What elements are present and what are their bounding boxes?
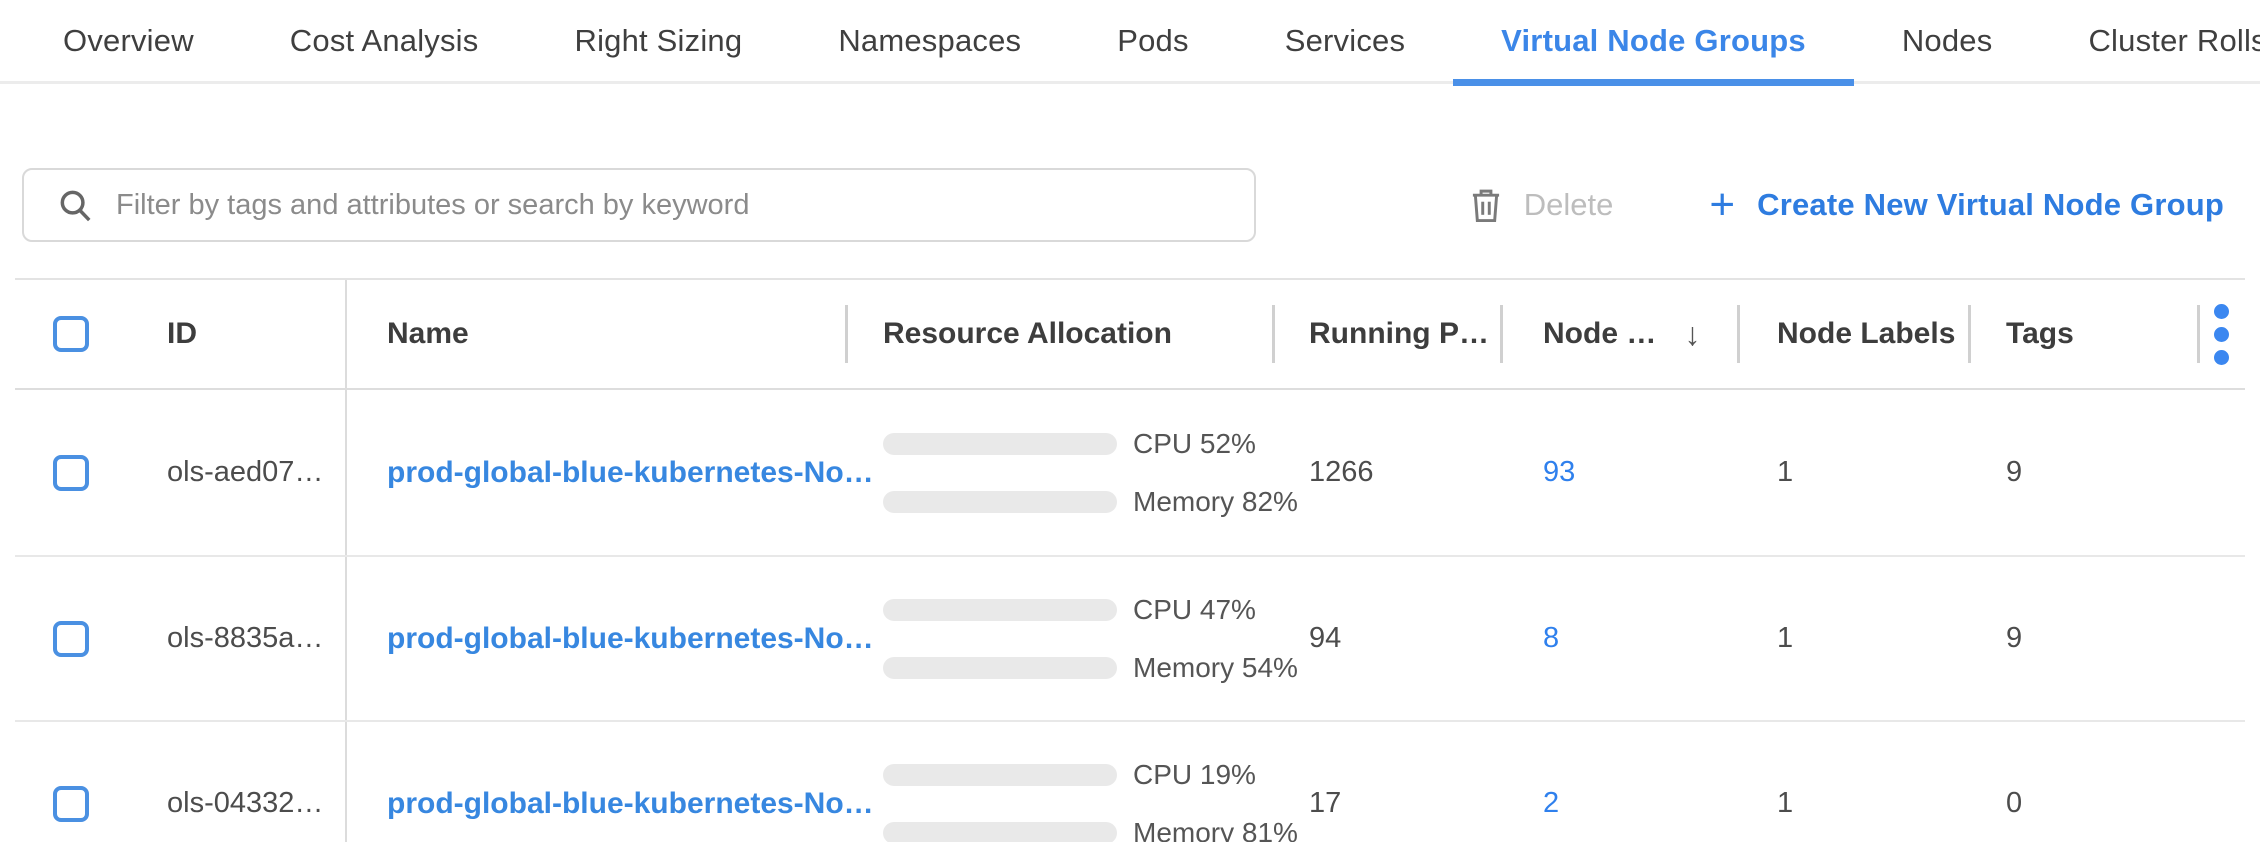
- header-menu-cell: [2197, 280, 2245, 388]
- row-name-link[interactable]: prod-global-blue-kubernetes-No…: [387, 455, 874, 489]
- tab-virtual-node-groups[interactable]: Virtual Node Groups: [1453, 0, 1854, 86]
- row-id: ols-04332…: [167, 787, 324, 819]
- tab-overview[interactable]: Overview: [15, 0, 242, 83]
- node-labels-value: 1: [1777, 787, 1794, 819]
- row-name-link[interactable]: prod-global-blue-kubernetes-No…: [387, 621, 874, 655]
- tab-label: Nodes: [1901, 22, 1993, 58]
- tab-label: Cluster Rolls: [2088, 22, 2260, 58]
- cpu-label: CPU 52%: [1133, 427, 1256, 459]
- col-node-labels[interactable]: Node Labels: [1737, 280, 1968, 388]
- resource-allocation: CPU 52% Memory 82%: [883, 428, 1298, 518]
- col-name[interactable]: Name: [345, 280, 845, 388]
- toolbar-actions: Delete + Create New Virtual Node Group: [1468, 183, 2238, 227]
- header-select-cell: ID: [15, 280, 345, 388]
- nodes-count-link[interactable]: 8: [1543, 622, 1560, 654]
- cpu-label: CPU 47%: [1133, 593, 1256, 625]
- memory-label: Memory 81%: [1133, 816, 1298, 842]
- memory-label: Memory 54%: [1133, 651, 1298, 683]
- tab-label: Namespaces: [838, 22, 1022, 58]
- row-name-link[interactable]: prod-global-blue-kubernetes-No…: [387, 786, 874, 820]
- col-resource-allocation[interactable]: Resource Allocation: [845, 280, 1272, 388]
- row-id: ols-aed07…: [167, 456, 324, 488]
- filter-input[interactable]: [22, 168, 1256, 242]
- col-nodes[interactable]: Node … ↓: [1500, 280, 1737, 388]
- tab-label: Services: [1284, 22, 1406, 58]
- cpu-label: CPU 19%: [1133, 758, 1256, 790]
- nodes-count-link[interactable]: 2: [1543, 787, 1560, 819]
- tab-label: Pods: [1117, 22, 1189, 58]
- tab-pods[interactable]: Pods: [1069, 0, 1236, 83]
- running-pods-value: 94: [1309, 622, 1342, 654]
- row-checkbox[interactable]: [53, 785, 89, 822]
- resource-allocation: CPU 47% Memory 54%: [883, 594, 1298, 684]
- memory-bar: [883, 821, 1117, 842]
- table-header: ID Name Resource Allocation Running P… N…: [15, 278, 2245, 390]
- vng-table: ID Name Resource Allocation Running P… N…: [15, 278, 2245, 842]
- create-vng-button[interactable]: + Create New Virtual Node Group: [1709, 183, 2224, 227]
- memory-label: Memory 82%: [1133, 485, 1298, 517]
- col-id[interactable]: ID: [167, 317, 197, 350]
- tab-right-sizing[interactable]: Right Sizing: [526, 0, 790, 83]
- row-checkbox[interactable]: [53, 620, 89, 657]
- row-id: ols-8835a…: [167, 622, 324, 654]
- tab-label: Right Sizing: [574, 22, 743, 58]
- tab-label: Cost Analysis: [289, 22, 479, 58]
- delete-button[interactable]: Delete: [1468, 185, 1614, 225]
- memory-bar: [883, 490, 1117, 513]
- trash-icon: [1468, 185, 1504, 225]
- node-labels-value: 1: [1777, 622, 1794, 654]
- running-pods-value: 17: [1309, 787, 1342, 819]
- running-pods-value: 1266: [1309, 456, 1374, 488]
- select-all-checkbox[interactable]: [53, 316, 89, 352]
- col-running-pods[interactable]: Running P…: [1272, 280, 1500, 388]
- tab-label: Overview: [63, 22, 194, 58]
- tags-value: 9: [2006, 456, 2023, 488]
- sort-desc-icon[interactable]: ↓: [1684, 315, 1701, 352]
- search-icon: [56, 186, 94, 224]
- table-body: ols-aed07… prod-global-blue-kubernetes-N…: [15, 390, 2245, 842]
- tab-namespaces[interactable]: Namespaces: [790, 0, 1069, 83]
- table-row: ols-04332… prod-global-blue-kubernetes-N…: [15, 720, 2245, 842]
- row-checkbox[interactable]: [53, 454, 89, 491]
- table-row: ols-aed07… prod-global-blue-kubernetes-N…: [15, 390, 2245, 555]
- tab-cost-analysis[interactable]: Cost Analysis: [242, 0, 527, 83]
- cpu-bar: [883, 598, 1117, 621]
- node-labels-value: 1: [1777, 456, 1794, 488]
- cpu-bar: [883, 432, 1117, 455]
- delete-label: Delete: [1523, 187, 1614, 222]
- tab-services[interactable]: Services: [1237, 0, 1453, 83]
- toolbar: Delete + Create New Virtual Node Group: [0, 168, 2260, 242]
- create-vng-label: Create New Virtual Node Group: [1757, 187, 2224, 222]
- tags-value: 0: [2006, 787, 2023, 819]
- col-tags[interactable]: Tags: [1968, 280, 2197, 388]
- tab-bar: Overview Cost Analysis Right Sizing Name…: [0, 0, 2260, 86]
- filter-wrap: [22, 168, 1256, 242]
- plus-icon: +: [1709, 180, 1736, 229]
- tags-value: 9: [2006, 622, 2023, 654]
- resource-allocation: CPU 19% Memory 81%: [883, 759, 1298, 842]
- table-row: ols-8835a… prod-global-blue-kubernetes-N…: [15, 555, 2245, 720]
- tab-nodes[interactable]: Nodes: [1854, 0, 2041, 83]
- tab-cluster-rolls[interactable]: Cluster Rolls: [2040, 0, 2260, 83]
- kebab-menu-icon[interactable]: [2208, 298, 2235, 371]
- tab-label: Virtual Node Groups: [1501, 22, 1806, 58]
- memory-bar: [883, 656, 1117, 679]
- cpu-bar: [883, 763, 1117, 786]
- nodes-count-link[interactable]: 93: [1543, 456, 1576, 488]
